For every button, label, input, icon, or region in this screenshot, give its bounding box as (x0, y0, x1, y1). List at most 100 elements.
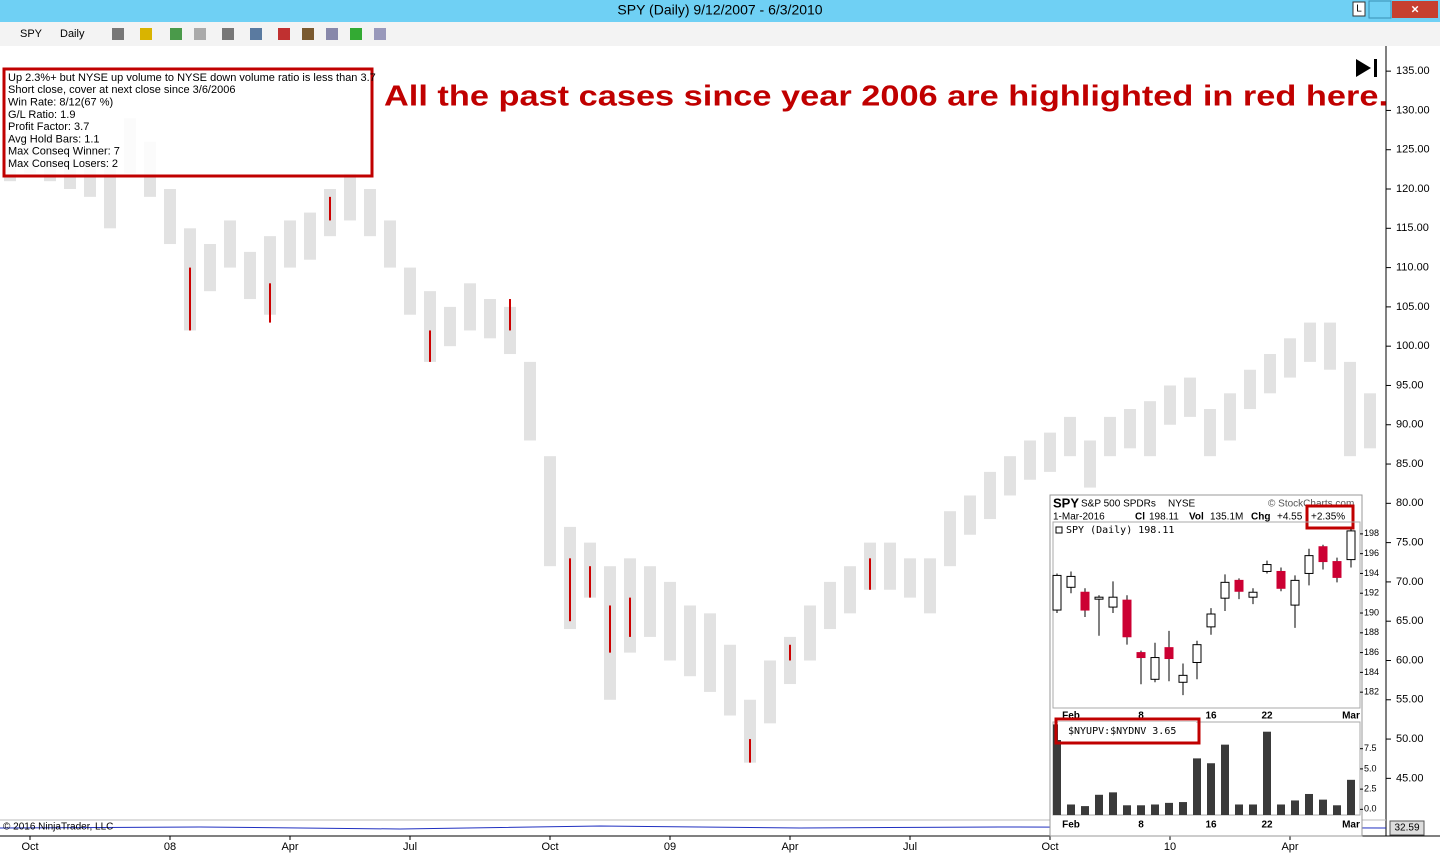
candle-body (1248, 591, 1258, 598)
candle-body (1290, 579, 1300, 606)
tool-icon[interactable] (250, 28, 262, 40)
y-tick-label: 120.00 (1396, 183, 1430, 195)
tool-icon[interactable] (350, 28, 362, 40)
candle-body (1192, 644, 1202, 663)
x-tick-label: Mar (1342, 711, 1360, 722)
window-title: SPY (Daily) 9/12/2007 - 6/3/2010 (617, 2, 822, 18)
pin-button[interactable] (1352, 1, 1366, 17)
info-line: Profit Factor: 3.7 (8, 121, 89, 133)
signal-bar (589, 566, 591, 598)
price-bar (384, 220, 396, 268)
y-tick-label: 7.5 (1364, 743, 1377, 753)
y-tick-label: 55.00 (1396, 694, 1424, 706)
indicator-line (0, 825, 1387, 830)
candle-body (1318, 546, 1328, 563)
price-bar (804, 605, 816, 661)
candle-body (1206, 613, 1216, 628)
y-tick-label: 190 (1364, 607, 1379, 617)
highlight-box (1305, 504, 1355, 530)
ratio-bar (1291, 800, 1299, 815)
price-bar (964, 495, 976, 535)
tool-icon[interactable] (302, 28, 314, 40)
price-bar (664, 581, 676, 661)
candle-body (1108, 596, 1118, 608)
price-bar (824, 581, 836, 630)
info-line: Max Conseq Losers: 2 (8, 158, 118, 170)
label-bg (1058, 722, 1196, 740)
signal-bar (189, 267, 191, 331)
ratio-bar (1263, 731, 1271, 815)
tool-icon[interactable] (326, 28, 338, 40)
tool-icon[interactable] (374, 28, 386, 40)
price-bar (944, 511, 956, 567)
copyright: © 2016 NinjaTrader, LLC (3, 822, 113, 833)
ratio-bar (1067, 804, 1075, 815)
price-bar (444, 306, 456, 347)
tool-icon[interactable] (222, 28, 234, 40)
close-icon: × (1411, 1, 1419, 16)
restore-button[interactable] (1368, 0, 1392, 19)
price-bar (704, 613, 716, 692)
x-tick-label: 8 (1138, 820, 1144, 831)
scroll-end-icon[interactable] (1356, 59, 1377, 77)
indicator-value: 32.59 (1394, 823, 1419, 834)
y-tick-label: 182 (1364, 687, 1379, 697)
price-bar (1244, 369, 1256, 410)
ratio-bar (1207, 763, 1215, 815)
y-tick-label: 105.00 (1396, 301, 1430, 313)
x-tick-label: Oct (541, 841, 558, 853)
ratio-bar (1095, 794, 1103, 815)
inset-source: © StockCharts.com (1268, 499, 1354, 510)
price-bar (464, 283, 476, 331)
price-bar (744, 699, 756, 763)
stat-label: Cl (1135, 512, 1145, 523)
x-tick-label: Oct (21, 841, 38, 853)
y-tick-label: 186 (1364, 647, 1379, 657)
x-tick-label: Jul (403, 841, 417, 853)
price-bar (1304, 322, 1316, 362)
price-bar (1144, 401, 1156, 457)
symbol-select[interactable]: SPY (20, 28, 43, 40)
highlight-box (1054, 717, 1201, 745)
pin-label: L (1356, 4, 1362, 15)
price-bar (224, 220, 236, 268)
y-tick-label: 85.00 (1396, 458, 1424, 470)
candle-body (1234, 579, 1244, 592)
price-bar (1124, 409, 1136, 449)
ratio-bar (1179, 802, 1187, 815)
price-bar (764, 660, 776, 724)
info-lines: Up 2.3%+ but NYSE up volume to NYSE down… (8, 72, 376, 170)
price-bar (684, 605, 696, 677)
interval-select[interactable]: Daily (60, 28, 85, 40)
candle-body (1150, 657, 1160, 680)
price-bar (1324, 322, 1336, 370)
price-bar (1284, 338, 1296, 378)
ratio-bar (1053, 724, 1061, 815)
signal-bar (869, 558, 871, 590)
tool-icon[interactable] (140, 28, 152, 40)
price-bar (844, 566, 856, 614)
y-tick-label: 135.00 (1396, 65, 1430, 77)
candle-body (1122, 599, 1132, 638)
y-tick-label: 50.00 (1396, 733, 1424, 745)
y-tick-label: 60.00 (1396, 654, 1424, 666)
tool-icon[interactable] (112, 28, 124, 40)
ratio-bar (1249, 804, 1257, 815)
tool-icon[interactable] (278, 28, 290, 40)
inset-exchange: NYSE (1168, 499, 1196, 510)
stat-value: 135.1M (1210, 512, 1243, 523)
y-tick-label: 125.00 (1396, 144, 1430, 156)
toolbar (0, 22, 1440, 46)
price-bar (204, 244, 216, 292)
close-button[interactable] (1392, 1, 1438, 18)
x-tick-label: Feb (1062, 711, 1080, 722)
tool-icon[interactable] (170, 28, 182, 40)
info-line: Short close, cover at next close since 3… (8, 84, 235, 96)
toolbar-icons (112, 28, 386, 40)
tool-icon[interactable] (194, 28, 206, 40)
price-bar (244, 251, 256, 300)
info-box (2, 67, 374, 178)
y-tick-label: 2.5 (1364, 783, 1377, 793)
y-tick-label: 184 (1364, 667, 1379, 677)
info-line: Max Conseq Winner: 7 (8, 146, 120, 158)
